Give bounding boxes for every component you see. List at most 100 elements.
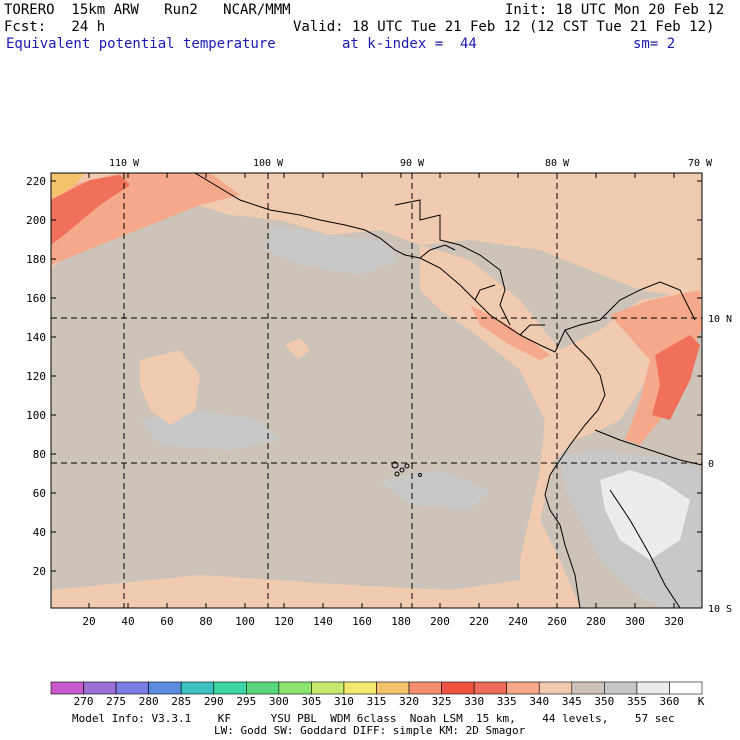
map-frame xyxy=(50,172,703,609)
y-label: 40 xyxy=(33,526,46,539)
y-label: 100 xyxy=(26,409,46,422)
colorbar-label: 325 xyxy=(432,695,452,708)
colorbar-swatch xyxy=(376,681,410,695)
field-white-1 xyxy=(600,470,690,560)
field-warm-high xyxy=(51,175,130,245)
colorbar xyxy=(50,681,703,695)
y-label: 120 xyxy=(26,370,46,383)
colorbar-swatch xyxy=(441,681,475,695)
graticule xyxy=(51,173,702,608)
colorbar-label: 315 xyxy=(367,695,387,708)
x-label: 140 xyxy=(313,615,333,628)
x-label: 120 xyxy=(274,615,294,628)
colorbar-label: 300 xyxy=(269,695,289,708)
colorbar-label: 345 xyxy=(562,695,582,708)
lat-label: 10 S xyxy=(708,604,732,615)
x-label: 20 xyxy=(82,615,95,628)
field-grey-1 xyxy=(265,225,400,275)
colorbar-label: 330 xyxy=(464,695,484,708)
colorbar-label: 355 xyxy=(627,695,647,708)
forecast-hour: Fcst: 24 h xyxy=(4,19,106,35)
longitude-labels: 110 W 100 W 90 W 80 W 70 W xyxy=(109,158,713,169)
colorbar-swatch xyxy=(604,681,638,695)
galapagos-islands xyxy=(391,461,422,477)
y-grid-labels: 220 200 180 160 140 120 100 80 60 40 20 xyxy=(26,175,46,578)
colorbar-swatch xyxy=(246,681,280,695)
lon-label: 70 W xyxy=(688,158,713,169)
colorbar-swatch xyxy=(571,681,605,695)
colorbar-label: 360 xyxy=(660,695,680,708)
y-label: 180 xyxy=(26,253,46,266)
colorbar-label: 280 xyxy=(139,695,159,708)
field-warm-mid-ca xyxy=(470,305,550,360)
colorbar-swatch xyxy=(148,681,182,695)
colorbar-swatch xyxy=(636,681,670,695)
x-label: 80 xyxy=(199,615,212,628)
model-title: TORERO 15km ARW Run2 NCAR/MMM xyxy=(4,2,291,18)
colorbar-swatch xyxy=(408,681,442,695)
y-label: 80 xyxy=(33,448,46,461)
x-label: 160 xyxy=(352,615,372,628)
colorbar-label: 305 xyxy=(301,695,321,708)
model-physics: LW: Godd SW: Goddard DIFF: simple KM: 2D… xyxy=(214,724,526,737)
colorbar-label: 335 xyxy=(497,695,517,708)
y-label: 220 xyxy=(26,175,46,188)
smoothing: sm= 2 xyxy=(633,36,676,52)
lat-label: 0 xyxy=(708,459,714,470)
colorbar-label: 320 xyxy=(399,695,419,708)
colorbar-swatch xyxy=(180,681,215,695)
field-warm-patch-2 xyxy=(51,575,520,608)
x-label: 180 xyxy=(391,615,411,628)
x-label: 240 xyxy=(508,615,528,628)
map-field xyxy=(51,173,702,608)
x-label: 280 xyxy=(586,615,606,628)
colorbar-swatch xyxy=(506,681,540,695)
colorbar-label: 290 xyxy=(204,695,224,708)
x-label: 100 xyxy=(235,615,255,628)
y-label: 200 xyxy=(26,214,46,227)
colorbar-swatch xyxy=(343,681,377,695)
axis-ticks xyxy=(51,173,702,608)
colorbar-label: 340 xyxy=(529,695,549,708)
colorbar-label: 310 xyxy=(334,695,354,708)
colorbar-label: 285 xyxy=(171,695,191,708)
field-warm-patch-1 xyxy=(140,350,200,425)
colorbar-labels: 270 275 280 285 290 295 300 305 310 315 320 325 330 3… xyxy=(74,695,680,708)
colorbar-label: 295 xyxy=(236,695,256,708)
y-label: 140 xyxy=(26,331,46,344)
x-grid-labels: 20 40 60 80 100 120 140 160 180 200 220 … xyxy=(82,615,684,628)
colorbar-swatch xyxy=(538,681,573,695)
colorbar-swatch xyxy=(278,681,312,695)
coastlines xyxy=(194,173,702,608)
colorbar-label: 350 xyxy=(594,695,614,708)
init-time: Init: 18 UTC Mon 20 Feb 12 xyxy=(505,2,725,18)
y-label: 20 xyxy=(33,565,46,578)
x-label: 220 xyxy=(469,615,489,628)
x-label: 40 xyxy=(121,615,134,628)
valid-time: Valid: 18 UTC Tue 21 Feb 12 (12 CST Tue … xyxy=(293,19,715,35)
lat-label: 10 N xyxy=(708,314,732,325)
lon-label: 100 W xyxy=(253,158,284,169)
colorbar-swatch xyxy=(50,681,84,695)
x-label: 260 xyxy=(547,615,567,628)
field-grey-4 xyxy=(380,470,490,510)
x-label: 200 xyxy=(430,615,450,628)
colorbar-swatch xyxy=(83,681,117,695)
field-warm-mid-east xyxy=(610,290,702,445)
colorbar-swatch xyxy=(115,681,149,695)
colorbar-swatch xyxy=(669,681,703,695)
colorbar-label: 270 xyxy=(74,695,94,708)
k-index: at k-index = 44 xyxy=(342,36,477,52)
field-warm-light-north xyxy=(51,173,702,300)
x-label: 60 xyxy=(160,615,173,628)
y-label: 160 xyxy=(26,292,46,305)
lon-label: 110 W xyxy=(109,158,140,169)
latitude-labels: 10 N 0 10 S xyxy=(708,314,732,615)
colorbar-swatch xyxy=(473,681,507,695)
lon-label: 90 W xyxy=(400,158,425,169)
colorbar-swatch xyxy=(213,681,247,695)
field-warm-patch-3 xyxy=(285,338,310,360)
field-warm-high-east xyxy=(652,335,700,420)
field-name: Equivalent potential temperature xyxy=(6,36,276,52)
